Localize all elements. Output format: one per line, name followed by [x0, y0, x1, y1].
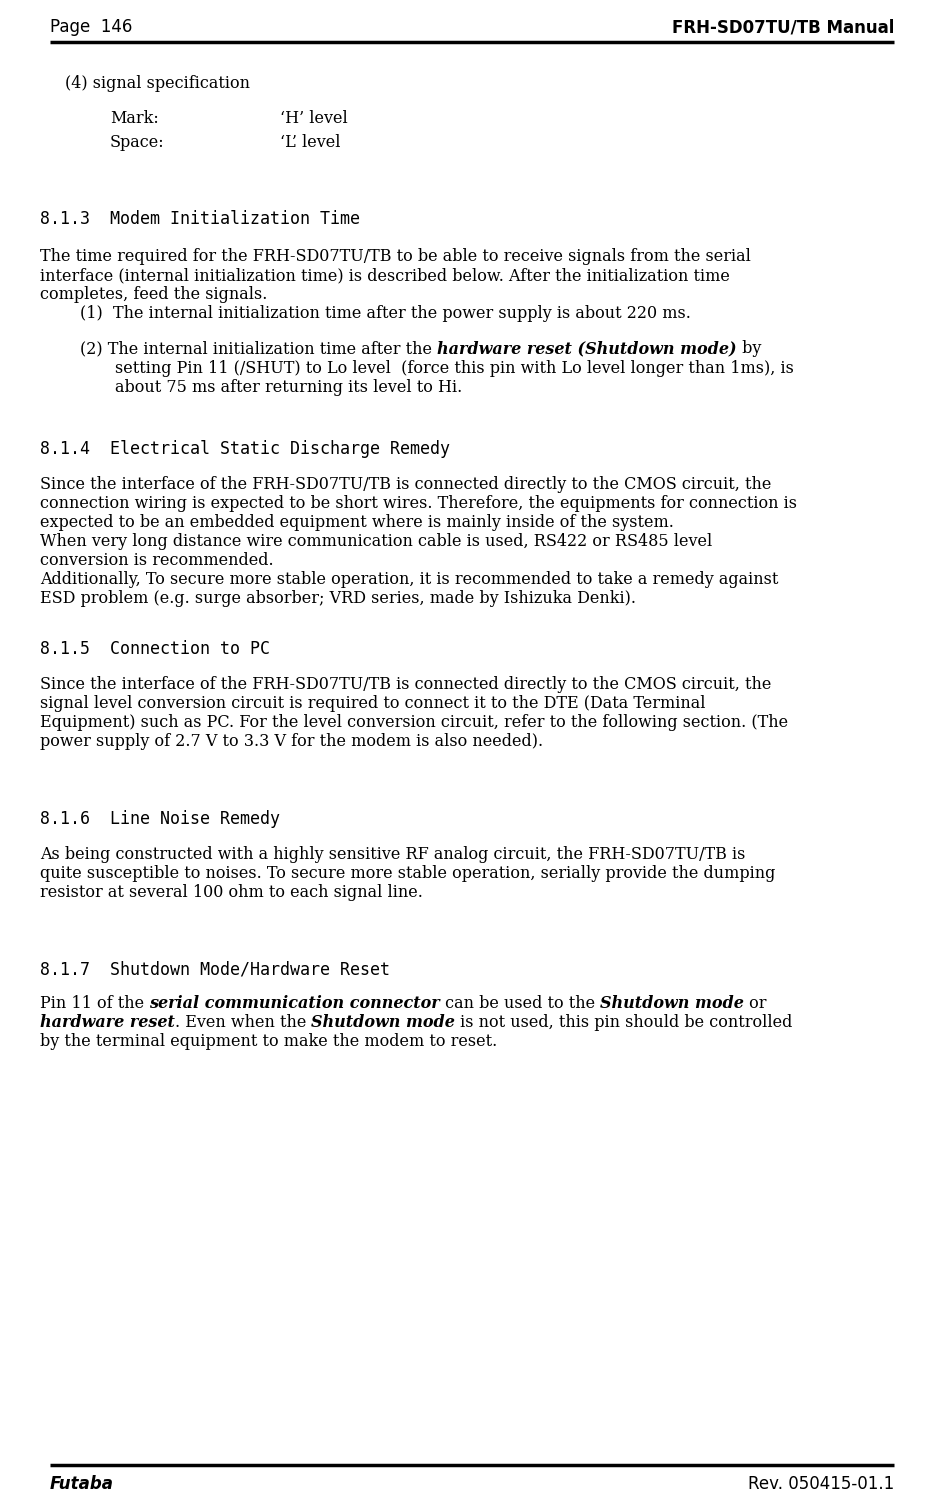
Text: resistor at several 100 ohm to each signal line.: resistor at several 100 ohm to each sign…	[40, 885, 423, 901]
Text: connection wiring is expected to be short wires. Therefore, the equipments for c: connection wiring is expected to be shor…	[40, 494, 797, 512]
Text: Space:: Space:	[110, 134, 164, 151]
Text: Since the interface of the FRH-SD07TU/TB is connected directly to the CMOS circu: Since the interface of the FRH-SD07TU/TB…	[40, 476, 771, 493]
Text: Mark:: Mark:	[110, 110, 159, 127]
Text: When very long distance wire communication cable is used, RS422 or RS485 level: When very long distance wire communicati…	[40, 533, 713, 550]
Text: (4) signal specification: (4) signal specification	[65, 75, 250, 92]
Text: setting Pin 11 (/SHUT) to Lo level  (force this pin with Lo level longer than 1m: setting Pin 11 (/SHUT) to Lo level (forc…	[115, 360, 794, 377]
Text: The time required for the FRH-SD07TU/TB to be able to receive signals from the s: The time required for the FRH-SD07TU/TB …	[40, 249, 750, 265]
Text: Equipment) such as PC. For the level conversion circuit, refer to the following : Equipment) such as PC. For the level con…	[40, 714, 788, 731]
Text: Futaba: Futaba	[50, 1475, 114, 1493]
Text: 8.1.6  Line Noise Remedy: 8.1.6 Line Noise Remedy	[40, 809, 280, 827]
Text: signal level conversion circuit is required to connect it to the DTE (Data Termi: signal level conversion circuit is requi…	[40, 695, 705, 711]
Text: can be used to the: can be used to the	[440, 995, 600, 1013]
Text: hardware reset: hardware reset	[40, 1014, 175, 1031]
Text: As being constructed with a highly sensitive RF analog circuit, the FRH-SD07TU/T: As being constructed with a highly sensi…	[40, 845, 746, 864]
Text: 8.1.3  Modem Initialization Time: 8.1.3 Modem Initialization Time	[40, 209, 360, 228]
Text: Shutdown mode: Shutdown mode	[312, 1014, 455, 1031]
Text: Page  146: Page 146	[50, 18, 132, 36]
Text: FRH-SD07TU/TB Manual: FRH-SD07TU/TB Manual	[671, 18, 894, 36]
Text: completes, feed the signals.: completes, feed the signals.	[40, 286, 267, 303]
Text: ‘H’ level: ‘H’ level	[280, 110, 347, 127]
Text: quite susceptible to noises. To secure more stable operation, serially provide t: quite susceptible to noises. To secure m…	[40, 865, 775, 882]
Text: is not used, this pin should be controlled: is not used, this pin should be controll…	[455, 1014, 793, 1031]
Text: 8.1.5  Connection to PC: 8.1.5 Connection to PC	[40, 640, 270, 659]
Text: power supply of 2.7 V to 3.3 V for the modem is also needed).: power supply of 2.7 V to 3.3 V for the m…	[40, 732, 543, 750]
Text: 8.1.4  Electrical Static Discharge Remedy: 8.1.4 Electrical Static Discharge Remedy	[40, 440, 450, 458]
Text: interface (internal initialization time) is described below. After the initializ: interface (internal initialization time)…	[40, 267, 730, 283]
Text: Additionally, To secure more stable operation, it is recommended to take a remed: Additionally, To secure more stable oper…	[40, 571, 779, 588]
Text: expected to be an embedded equipment where is mainly inside of the system.: expected to be an embedded equipment whe…	[40, 514, 674, 530]
Text: ESD problem (e.g. surge absorber; VRD series, made by Ishizuka Denki).: ESD problem (e.g. surge absorber; VRD se…	[40, 591, 636, 607]
Text: Since the interface of the FRH-SD07TU/TB is connected directly to the CMOS circu: Since the interface of the FRH-SD07TU/TB…	[40, 677, 771, 693]
Text: ‘L’ level: ‘L’ level	[280, 134, 341, 151]
Text: Rev. 050415-01.1: Rev. 050415-01.1	[748, 1475, 894, 1493]
Text: or: or	[744, 995, 767, 1013]
Text: conversion is recommended.: conversion is recommended.	[40, 552, 274, 570]
Text: about 75 ms after returning its level to Hi.: about 75 ms after returning its level to…	[115, 378, 463, 396]
Text: Shutdown mode: Shutdown mode	[600, 995, 744, 1013]
Text: 8.1.7  Shutdown Mode/Hardware Reset: 8.1.7 Shutdown Mode/Hardware Reset	[40, 960, 390, 978]
Text: . Even when the: . Even when the	[175, 1014, 312, 1031]
Text: (2) The internal initialization time after the: (2) The internal initialization time aft…	[80, 341, 437, 357]
Text: hardware reset (Shutdown mode): hardware reset (Shutdown mode)	[437, 341, 736, 357]
Text: by the terminal equipment to make the modem to reset.: by the terminal equipment to make the mo…	[40, 1032, 497, 1050]
Text: serial communication connector: serial communication connector	[149, 995, 440, 1013]
Text: Pin 11 of the: Pin 11 of the	[40, 995, 149, 1013]
Text: (1)  The internal initialization time after the power supply is about 220 ms.: (1) The internal initialization time aft…	[80, 304, 691, 322]
Text: by: by	[736, 341, 761, 357]
